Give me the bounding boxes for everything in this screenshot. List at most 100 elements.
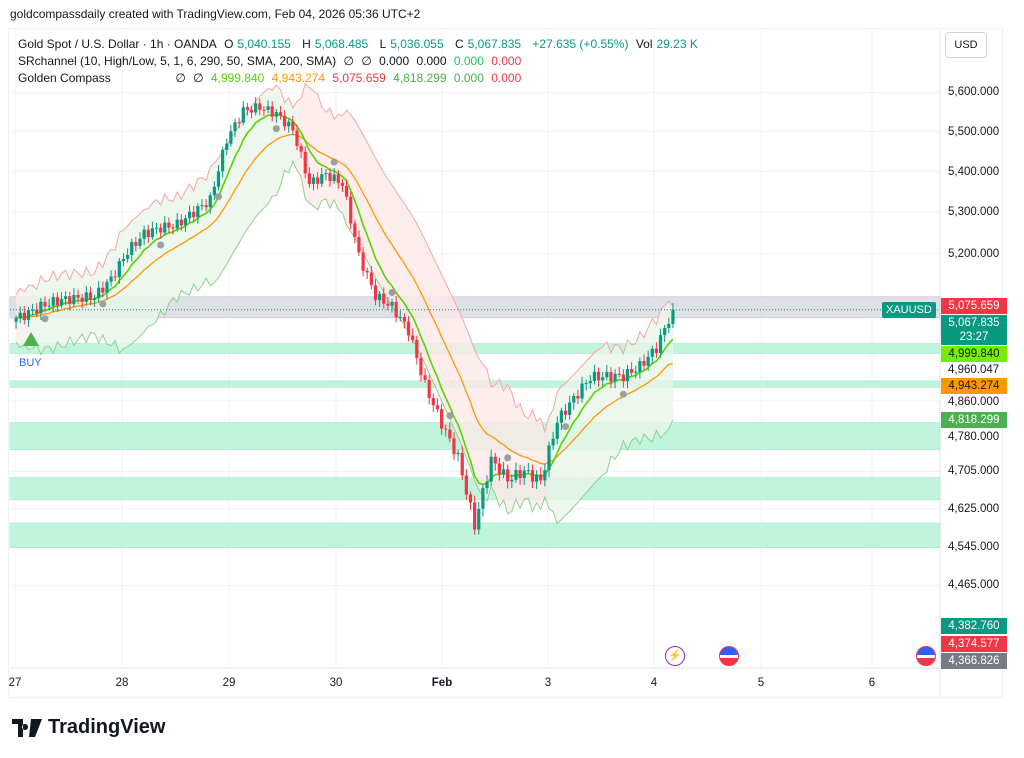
candle-body — [671, 309, 675, 324]
band-fill — [495, 379, 500, 507]
price-badge: 4,382.760 — [941, 618, 1007, 634]
bar-countdown: 23:27 — [959, 331, 989, 344]
candle-body — [138, 238, 142, 246]
candle-body — [406, 321, 411, 336]
band-fill — [615, 344, 620, 460]
signal-dot — [504, 454, 512, 462]
candle-body — [117, 261, 121, 278]
price-label: 4,960.047 — [948, 364, 1000, 377]
candle-body — [88, 292, 93, 300]
band-fill — [627, 340, 632, 450]
candle-body — [101, 287, 105, 293]
candle-body — [221, 149, 225, 172]
candle-body — [328, 172, 332, 182]
candle-body — [452, 438, 456, 455]
symbol-title: Gold Spot / U.S. Dollar · 1h · OANDA — [18, 37, 217, 51]
candle-body — [229, 131, 233, 144]
candle-body — [196, 206, 200, 218]
candle-body — [150, 228, 154, 238]
candle-body — [390, 301, 394, 306]
currency-button[interactable]: USD — [945, 32, 987, 58]
indicator-value: 0.000 — [416, 54, 447, 68]
candle-body — [212, 186, 216, 196]
band-fill — [590, 352, 595, 489]
time-tick-label: 6 — [868, 677, 876, 689]
candle-body — [535, 474, 539, 482]
chart-frame — [8, 28, 1003, 698]
tradingview-logo-icon — [12, 718, 42, 737]
candle-body — [576, 396, 580, 399]
candle-body — [245, 107, 250, 110]
time-tick-label: 4 — [650, 677, 658, 689]
candle-body — [204, 205, 208, 208]
candle-body — [299, 145, 303, 152]
candle-body — [427, 379, 431, 399]
us-flag-event-icon[interactable] — [719, 646, 739, 666]
candle-body — [249, 109, 254, 113]
high-label: H — [302, 37, 311, 51]
candle-body — [64, 296, 68, 299]
indicator-srchannel[interactable]: SRchannel (10, High/Low, 5, 1, 6, 290, 5… — [18, 54, 525, 68]
candle-body — [266, 106, 270, 110]
price-tick-label: 4,860.000 — [948, 396, 1000, 409]
candle-body — [171, 227, 175, 229]
close-label: C — [454, 37, 464, 51]
tradingview-logo[interactable]: TradingView — [12, 716, 165, 739]
candle-body — [411, 335, 415, 340]
candle-body — [349, 196, 353, 224]
price-badge: 4,374.577 — [941, 636, 1007, 652]
candle-body — [464, 475, 468, 495]
candle-body — [477, 508, 481, 530]
candle-body — [369, 272, 373, 286]
candle-body — [336, 174, 340, 183]
band-fill — [503, 384, 508, 514]
candle-body — [237, 122, 241, 124]
band-fill — [189, 184, 194, 296]
candle-body — [43, 301, 47, 307]
candle-body — [241, 107, 245, 123]
candle-body — [80, 297, 84, 302]
signal-dot — [388, 288, 396, 296]
indicator-value: 4,999.840 — [210, 71, 265, 85]
band-fill — [652, 318, 657, 442]
lightning-event-icon[interactable]: ⚡ — [665, 646, 685, 666]
price-badge: 4,999.840 — [941, 346, 1007, 363]
time-tick-label: 27 — [8, 677, 22, 689]
indicator-value: 4,818.299 — [393, 71, 447, 85]
candle-body — [216, 171, 221, 187]
candle-body — [291, 121, 295, 131]
band-fill — [53, 271, 58, 354]
candle-body — [423, 375, 427, 380]
candle-body — [18, 312, 22, 319]
candle-body — [55, 297, 59, 306]
candle-body — [175, 219, 179, 229]
candle-body — [59, 298, 64, 306]
indicator-value: ∅ — [343, 54, 354, 68]
candle-body — [295, 130, 299, 146]
candle-body — [287, 121, 291, 127]
candle-body — [646, 356, 650, 366]
candle-body — [568, 402, 572, 415]
band-fill — [111, 249, 116, 346]
time-tick-label: 29 — [222, 677, 236, 689]
change-value: +27.635 (+0.55%) — [532, 37, 629, 51]
candle-body — [167, 222, 171, 228]
signal-dot — [99, 300, 107, 308]
candle-body — [278, 112, 283, 116]
candle-body — [113, 276, 117, 278]
candle-body — [448, 429, 452, 439]
volume-value: 29.23 K — [656, 37, 698, 51]
candle-body — [344, 186, 349, 197]
candle-body — [307, 173, 311, 184]
candle-body — [179, 219, 183, 226]
candle-body — [84, 292, 88, 302]
indicator-golden-compass[interactable]: Golden Compass ∅ ∅ 4,999.840 4,943.274 5… — [18, 71, 525, 85]
signal-dot — [214, 193, 222, 201]
band-fill — [197, 177, 202, 291]
us-flag-event-icon[interactable] — [916, 646, 936, 666]
time-tick-label: 30 — [329, 677, 343, 689]
candle-body — [481, 488, 485, 509]
band-fill — [144, 208, 149, 332]
